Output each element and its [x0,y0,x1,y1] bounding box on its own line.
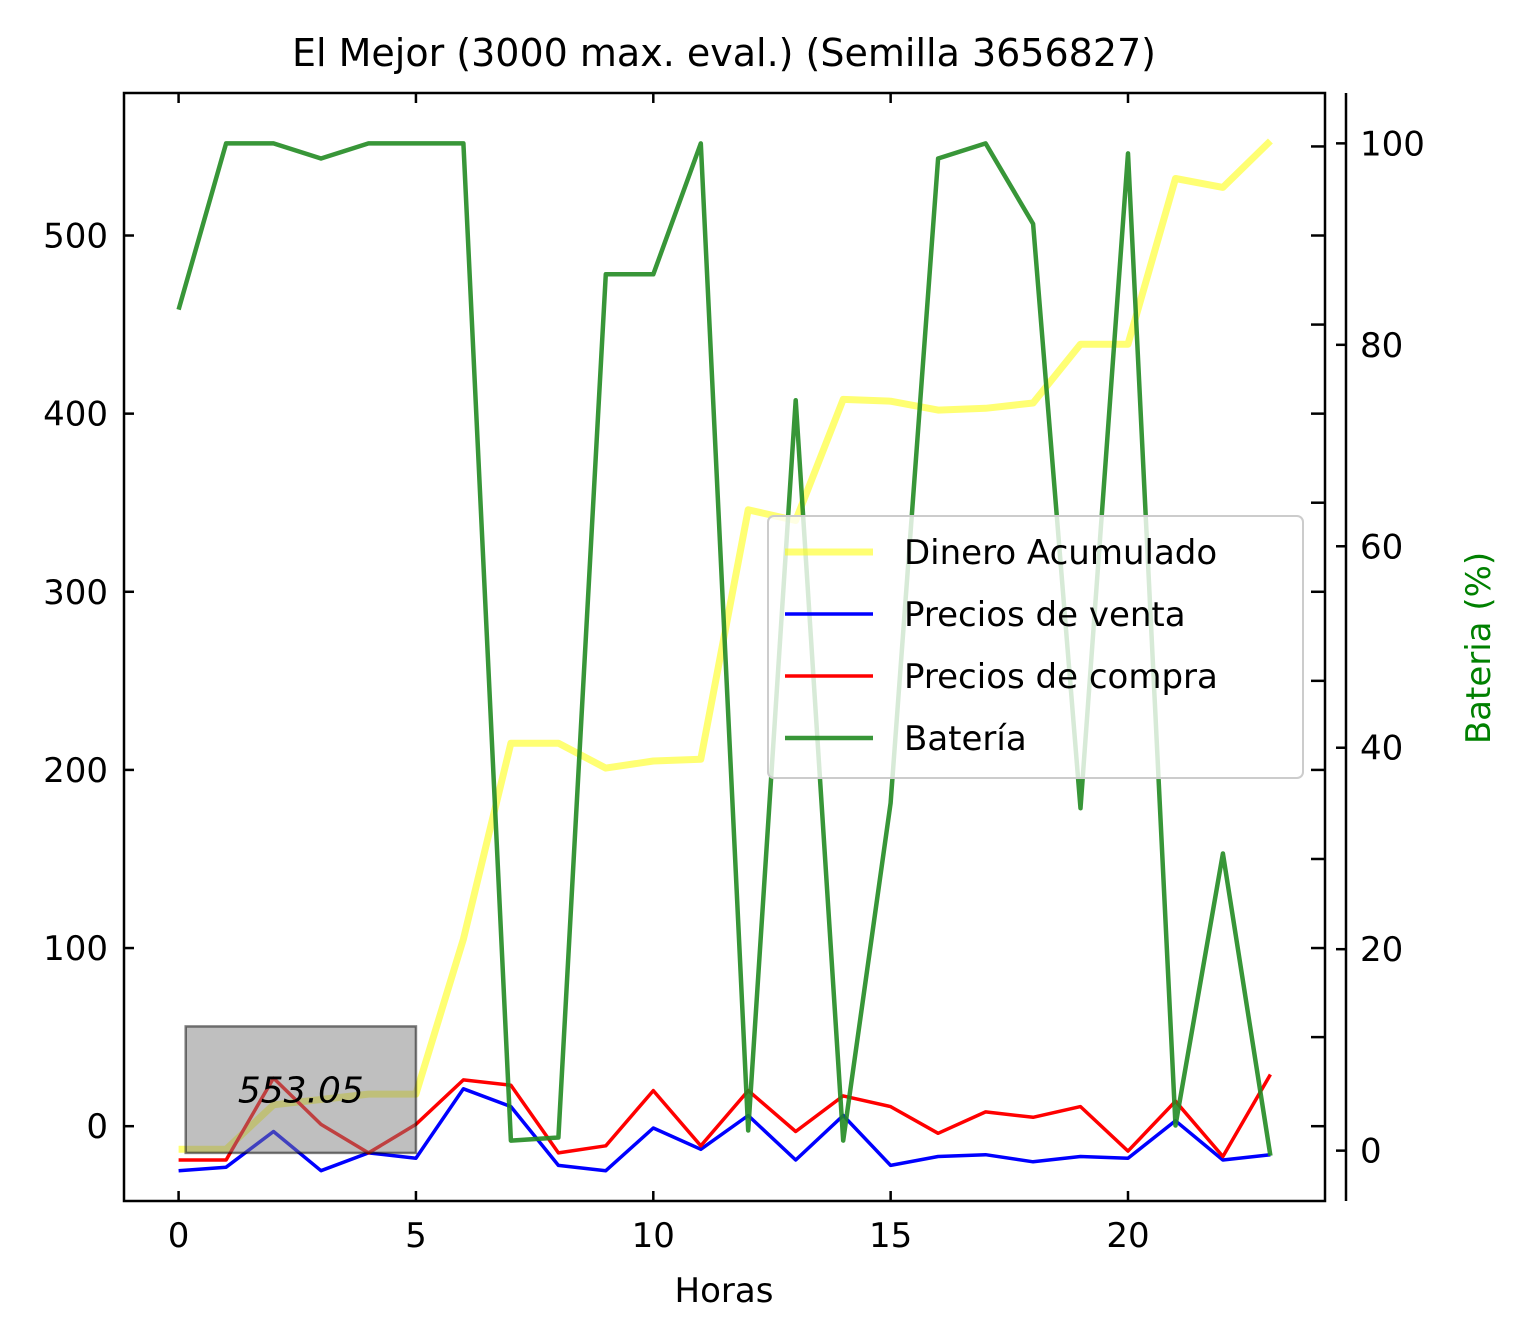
legend-label-0: Dinero Acumulado [904,533,1217,573]
y-tick-label: 100 [43,929,108,969]
y-tick-label: 200 [43,751,108,791]
y-tick-label: 500 [43,217,108,257]
legend: Dinero Acumulado Precios de venta Precios … [767,515,1304,779]
legend-label-2: Precios de compra [904,657,1218,697]
y2-axis-label: Bateria (%) [1459,552,1499,744]
y-tick-label: 300 [43,573,108,613]
legend-label-3: Batería [904,719,1027,759]
x-tick-label: 10 [632,1216,675,1256]
plot-frame [122,91,1327,1203]
y-ticks: 0 100 200 300 400 500 [43,145,1325,1147]
x-tick-label: 5 [405,1216,427,1256]
annotation-box [184,1025,418,1155]
legend-box [767,515,1304,779]
y-tick-label: 400 [43,395,108,435]
y2-tick-label: 20 [1360,930,1403,970]
y-tick-label: 0 [86,1107,108,1147]
x-tick-label: 0 [168,1216,190,1256]
x-tick-label: 20 [1106,1216,1149,1256]
chart-title: El Mejor (3000 max. eval.) (Semilla 3656… [292,31,1156,75]
annotation-text: 553.05 [238,1071,364,1112]
legend-label-1: Precios de venta [904,595,1186,635]
y2-tick-label: 40 [1360,729,1403,769]
annotation-layer: 553.05 [184,1025,418,1155]
y2-tick-label: 100 [1360,124,1425,164]
y2-ticks: 0 20 40 60 80 100 [1336,124,1425,1172]
x-tick-label: 15 [869,1216,912,1256]
series-line-1 [178,1087,1271,1173]
x-ticks: 0 5 10 15 20 [168,93,1150,1256]
x-axis-label: Horas [675,1271,774,1311]
y2-tick-label: 60 [1360,527,1403,567]
y2-tick-label: 80 [1360,326,1403,366]
y2-tick-label: 0 [1360,1132,1382,1172]
